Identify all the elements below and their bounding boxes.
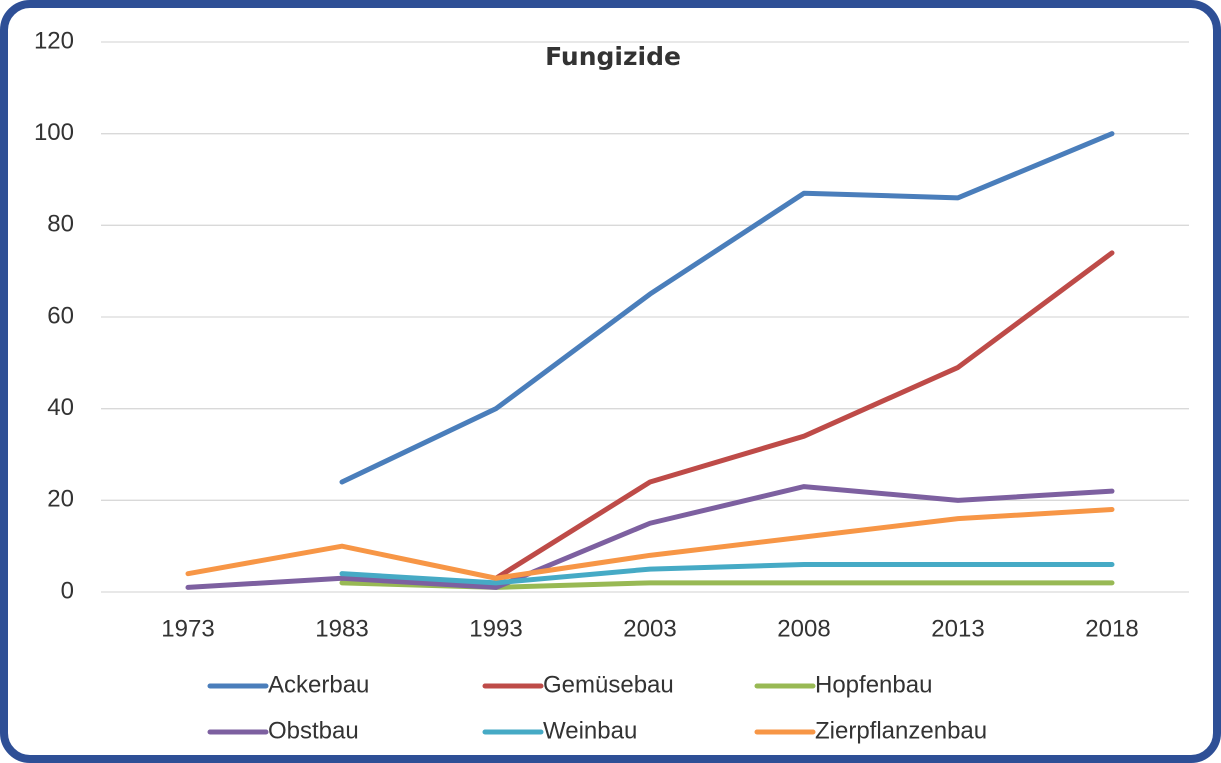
legend-label: Obstbau [268, 717, 359, 744]
legend-label: Zierpflanzenbau [815, 717, 987, 744]
series-line [339, 562, 1115, 586]
series-line [493, 250, 1115, 581]
y-tick-label: 120 [34, 27, 74, 54]
series-line [339, 131, 1115, 485]
legend-label: Ackerbau [268, 671, 369, 698]
x-tick-label: 1993 [469, 615, 522, 642]
x-tick-label: 2018 [1085, 615, 1138, 642]
y-tick-label: 80 [47, 211, 74, 238]
x-tick-label: 1983 [315, 615, 368, 642]
x-tick-label: 2013 [931, 615, 984, 642]
legend-label: Gemüsebau [543, 671, 674, 698]
series-line [185, 507, 1115, 581]
legend-label: Hopfenbau [815, 671, 932, 698]
y-tick-label: 60 [47, 302, 74, 329]
legend-label: Weinbau [543, 717, 637, 744]
y-tick-label: 20 [47, 486, 74, 513]
y-tick-label: 100 [34, 119, 74, 146]
x-tick-label: 2003 [623, 615, 676, 642]
series-line [185, 484, 1115, 590]
chart-title: Fungizide [545, 42, 681, 71]
x-tick-label: 2008 [777, 615, 830, 642]
y-tick-label: 40 [47, 394, 74, 421]
x-tick-label: 1973 [161, 615, 214, 642]
y-tick-label: 0 [61, 577, 74, 604]
